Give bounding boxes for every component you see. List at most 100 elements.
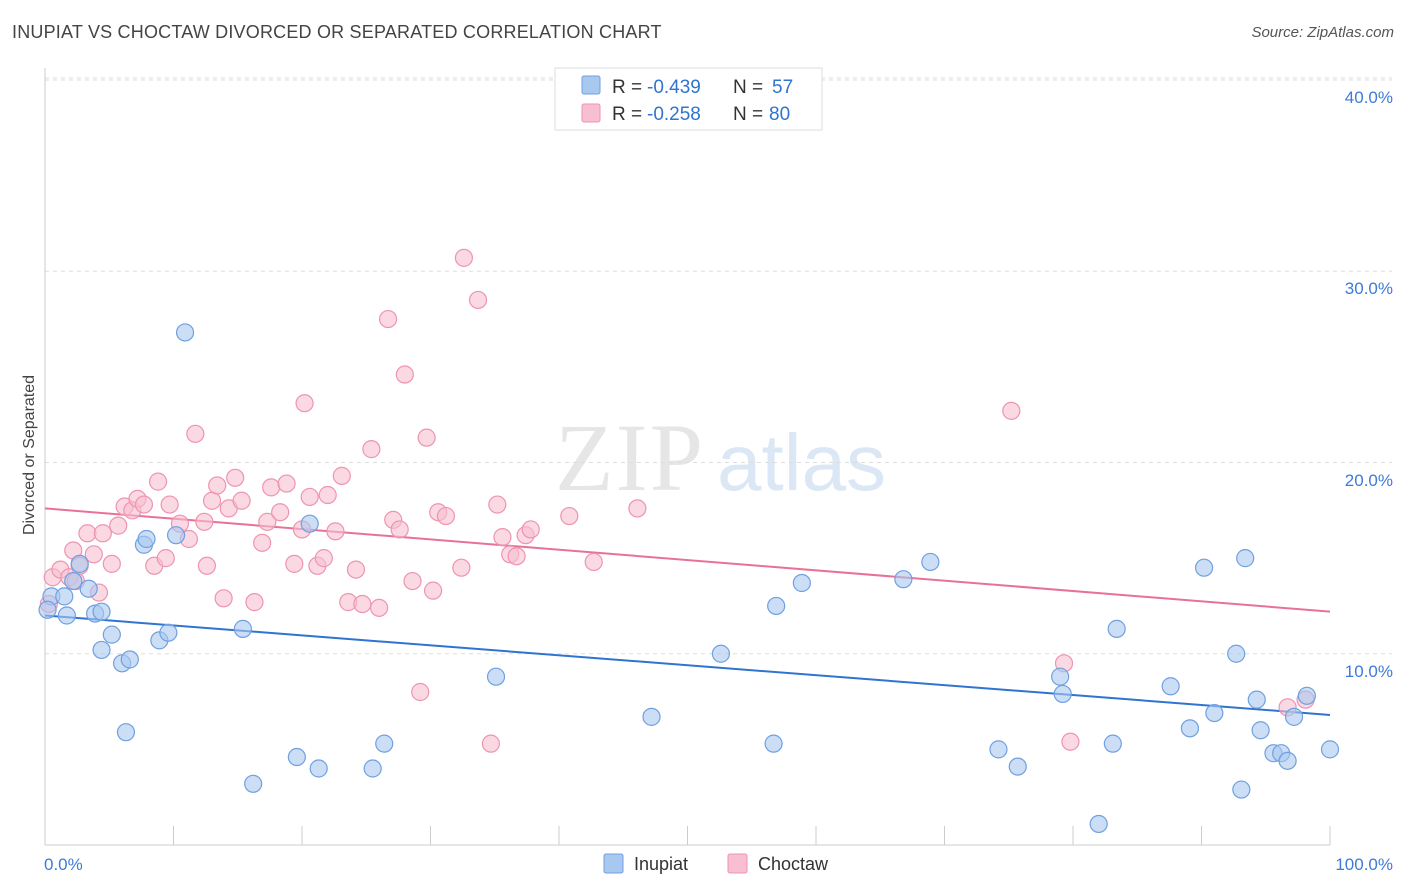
point-choctaw (214, 589, 233, 608)
point-inupiat (1089, 814, 1108, 834)
trend-line-choctaw (44, 507, 1331, 613)
point-choctaw (300, 487, 319, 507)
point-inupiat (1053, 684, 1072, 704)
point-inupiat (711, 644, 731, 663)
point-inupiat (363, 759, 382, 778)
point-choctaw (197, 556, 217, 575)
x-tick-label-max: 100.0% (1335, 855, 1393, 874)
point-inupiat (1194, 558, 1214, 577)
point-choctaw (488, 495, 507, 514)
point-choctaw (160, 495, 179, 514)
point-inupiat (1107, 619, 1126, 638)
point-inupiat (792, 573, 811, 593)
point-choctaw (423, 581, 443, 600)
series-legend: Inupiat Choctaw (603, 853, 829, 874)
point-choctaw (148, 472, 168, 491)
point-inupiat (64, 571, 83, 591)
inupiat-n-value: 57 (772, 77, 793, 98)
point-choctaw (493, 527, 512, 547)
legend-choctaw-label: Choctaw (758, 854, 829, 874)
point-inupiat (1205, 703, 1224, 723)
point-choctaw (403, 571, 422, 591)
point-inupiat (38, 600, 57, 619)
legend-inupiat-label: Inupiat (634, 854, 688, 874)
point-choctaw (295, 394, 314, 413)
point-choctaw (258, 512, 277, 531)
point-inupiat (1232, 780, 1251, 799)
point-inupiat (1227, 644, 1246, 663)
watermark-zip: ZIP (555, 404, 705, 511)
point-choctaw (346, 560, 366, 579)
chart-title: INUPIAT VS CHOCTAW DIVORCED OR SEPARATED… (12, 22, 662, 42)
point-inupiat (116, 723, 136, 742)
point-choctaw (186, 424, 205, 443)
point-choctaw (326, 522, 345, 541)
legend-choctaw-swatch (727, 853, 748, 874)
point-inupiat (921, 552, 940, 572)
legend-inupiat-swatch (603, 853, 624, 874)
point-inupiat (309, 759, 328, 778)
point-inupiat (92, 602, 111, 621)
point-choctaw (93, 524, 112, 543)
point-choctaw (253, 533, 272, 552)
choctaw-swatch (581, 103, 601, 123)
watermark-atlas: atlas (717, 418, 886, 507)
point-choctaw (156, 549, 175, 568)
point-choctaw (507, 547, 526, 566)
y-tick-label-30: 30.0% (1345, 279, 1393, 298)
point-inupiat (70, 554, 89, 573)
data-points (38, 248, 1340, 834)
point-inupiat (79, 579, 98, 598)
point-inupiat (57, 606, 76, 625)
y-tick-label-20: 20.0% (1345, 471, 1393, 490)
choctaw-n-label: N = (733, 104, 763, 125)
point-choctaw (332, 466, 351, 485)
point-inupiat (159, 623, 178, 642)
y-tick-label-40: 40.0% (1345, 88, 1393, 107)
point-inupiat (1284, 707, 1304, 726)
inupiat-r-label: R = (612, 77, 642, 98)
point-choctaw (521, 520, 540, 539)
point-inupiat (1278, 751, 1297, 770)
point-inupiat (894, 570, 913, 589)
point-choctaw (208, 476, 227, 495)
point-inupiat (287, 747, 306, 767)
point-inupiat (92, 640, 111, 660)
point-choctaw (560, 506, 579, 526)
point-choctaw (285, 554, 304, 573)
point-choctaw (378, 309, 398, 329)
point-inupiat (120, 650, 139, 669)
gridlines (45, 77, 1392, 655)
point-inupiat (1161, 677, 1180, 696)
axes (44, 68, 1331, 846)
point-inupiat (1251, 721, 1270, 740)
inupiat-r-value: -0.439 (647, 77, 701, 98)
point-choctaw (271, 503, 290, 522)
choctaw-r-value: -0.258 (647, 104, 701, 125)
point-choctaw (277, 474, 296, 493)
point-inupiat (1297, 686, 1316, 705)
point-inupiat (486, 667, 506, 686)
point-inupiat (166, 526, 186, 545)
point-inupiat (233, 619, 252, 638)
point-inupiat (1236, 549, 1255, 568)
point-inupiat (102, 625, 121, 644)
point-choctaw (78, 524, 97, 543)
point-choctaw (417, 428, 436, 447)
point-inupiat (300, 514, 319, 533)
x-tick-label-min: 0.0% (44, 855, 83, 874)
inupiat-n-label: N = (733, 77, 763, 98)
point-inupiat (1320, 740, 1340, 759)
point-choctaw (262, 478, 281, 497)
point-choctaw (84, 545, 103, 564)
point-choctaw (1061, 732, 1080, 751)
point-choctaw (362, 440, 381, 459)
point-inupiat (1247, 690, 1266, 709)
point-choctaw (628, 499, 647, 518)
point-choctaw (370, 598, 389, 617)
point-choctaw (468, 290, 488, 310)
source-credit: Source: ZipAtlas.com (1251, 24, 1394, 41)
point-inupiat (375, 734, 394, 753)
point-inupiat (1103, 734, 1122, 753)
stats-legend: R = -0.439 N = 57 R = -0.258 N = 80 (554, 67, 823, 131)
